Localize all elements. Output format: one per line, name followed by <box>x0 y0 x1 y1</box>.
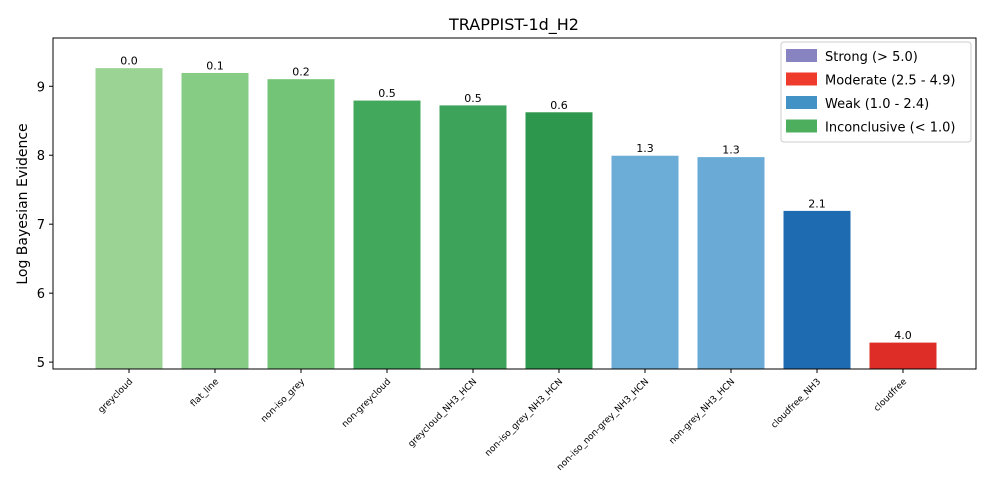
legend-frame <box>780 41 972 143</box>
y-tick-label: 5 <box>37 356 45 371</box>
plot-frame <box>52 37 977 370</box>
bar-non-grey_NH3_HCN <box>696 156 766 370</box>
legend-swatch <box>786 72 817 86</box>
y-tick-label: 9 <box>37 80 45 95</box>
legend-swatch <box>786 49 817 62</box>
y-tick-label: 8 <box>37 149 45 164</box>
x-tick-label: cloudfree_NH3 <box>769 377 823 431</box>
chart-title: TRAPPIST-1d_H2 <box>448 15 579 35</box>
bar-value-label: 0.5 <box>464 92 482 105</box>
bar-value-labels: 0.0 0.1 0.2 0.5 0.5 0.6 1.3 1.3 2.1 4.0 <box>120 55 912 342</box>
bar-value-label: 0.2 <box>292 66 310 79</box>
bar-value-label: 1.3 <box>722 144 740 157</box>
legend: Strong (> 5.0) Moderate (2.5 - 4.9) Weak (… <box>780 41 972 143</box>
x-tick-label: greycloud <box>97 377 136 416</box>
y-axis-label: Log Bayesian Evidence <box>15 123 31 284</box>
bar-greycloud <box>94 67 164 370</box>
bar-cloudfree <box>868 341 938 370</box>
bar-value-label: 0.6 <box>550 99 568 112</box>
bar-cloudfree_NH3 <box>782 209 852 370</box>
legend-swatch <box>786 119 817 133</box>
bar-non-iso_grey_NH3_HCN <box>524 111 594 370</box>
bars-group <box>94 67 938 370</box>
x-tick-label: non-iso_grey <box>259 377 307 425</box>
x-tick-label: non-iso_grey_NH3_HCN <box>483 377 565 459</box>
y-axis: 5 6 7 8 9 <box>37 80 53 371</box>
bar-value-label: 0.1 <box>206 59 224 72</box>
bar-value-label: 4.0 <box>894 329 912 342</box>
y-tick-label: 7 <box>37 218 45 233</box>
x-tick-label: non-grey_NH3_HCN <box>668 377 737 446</box>
y-tick-label: 6 <box>37 287 45 302</box>
bar-value-label: 1.3 <box>636 142 654 155</box>
x-tick-label: flat_line <box>189 377 221 409</box>
bar-value-label: 2.1 <box>808 197 826 210</box>
x-tick-label: non-greycloud <box>340 377 393 430</box>
bar-value-label: 0.0 <box>120 55 138 68</box>
bar-greycloud_NH3_HCN <box>438 104 508 370</box>
legend-entry-label: Strong (> 5.0) <box>825 50 918 65</box>
x-tick-label: non-iso_non-grey_NH3_HCN <box>555 377 651 473</box>
bar-non-greycloud <box>352 99 422 370</box>
bar-value-label: 0.5 <box>378 87 396 100</box>
x-tick-label: cloudfree <box>872 377 909 414</box>
x-tick-label: greycloud_NH3_HCN <box>407 377 479 449</box>
legend-entry-label: Weak (1.0 - 2.4) <box>825 97 929 112</box>
x-axis: greycloud flat_line non-iso_grey non-greycl… <box>97 369 909 473</box>
bar-non-iso_non-grey_NH3_HCN <box>610 154 680 370</box>
bar-flat_line <box>180 71 250 370</box>
bar-non-iso_grey <box>266 78 336 370</box>
legend-swatch <box>786 96 817 109</box>
legend-entry-label: Inconclusive (< 1.0) <box>825 121 955 136</box>
legend-entry-label: Moderate (2.5 - 4.9) <box>825 74 955 89</box>
